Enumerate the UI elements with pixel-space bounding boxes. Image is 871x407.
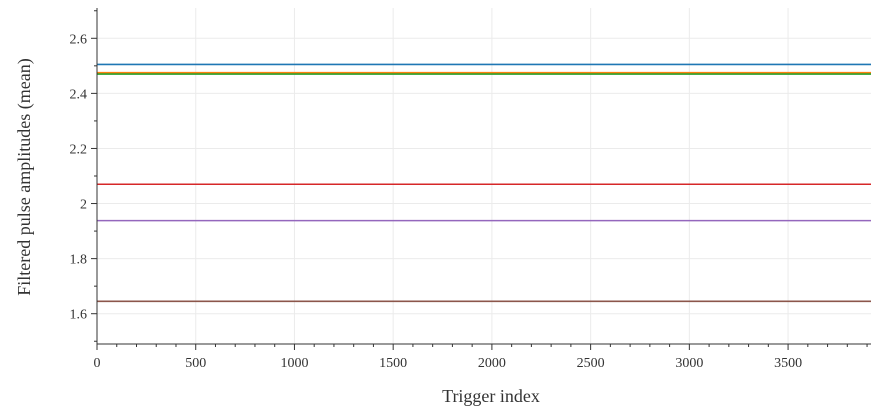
x-axis-title: Trigger index	[442, 386, 540, 406]
grid-lines	[96, 8, 871, 344]
y-tick-label: 2.2	[70, 142, 88, 157]
y-tick-label: 1.6	[70, 308, 88, 323]
tick-marks	[91, 10, 868, 350]
x-tick-label: 0	[94, 356, 101, 371]
x-tick-label: 2000	[478, 356, 506, 371]
y-tick-label: 2.4	[70, 87, 88, 102]
x-tick-label: 2500	[577, 356, 605, 371]
y-tick-label: 2	[80, 198, 87, 213]
x-tick-label: 500	[185, 356, 206, 371]
x-tick-label: 1500	[379, 356, 407, 371]
y-axis-title: Filtered pulse amplitudes (mean)	[14, 58, 35, 295]
x-tick-label: 1000	[280, 356, 308, 371]
axes	[96, 8, 871, 345]
tick-labels: 0 500 1000 1500 2000 2500 3000 3500 1.6 1.8 2 2.2 2.…	[70, 32, 803, 371]
y-tick-label: 2.6	[70, 32, 88, 47]
x-tick-label: 3500	[774, 356, 802, 371]
y-tick-label: 1.8	[70, 253, 88, 268]
series-lines	[97, 63, 871, 303]
x-tick-label: 3000	[675, 356, 703, 371]
